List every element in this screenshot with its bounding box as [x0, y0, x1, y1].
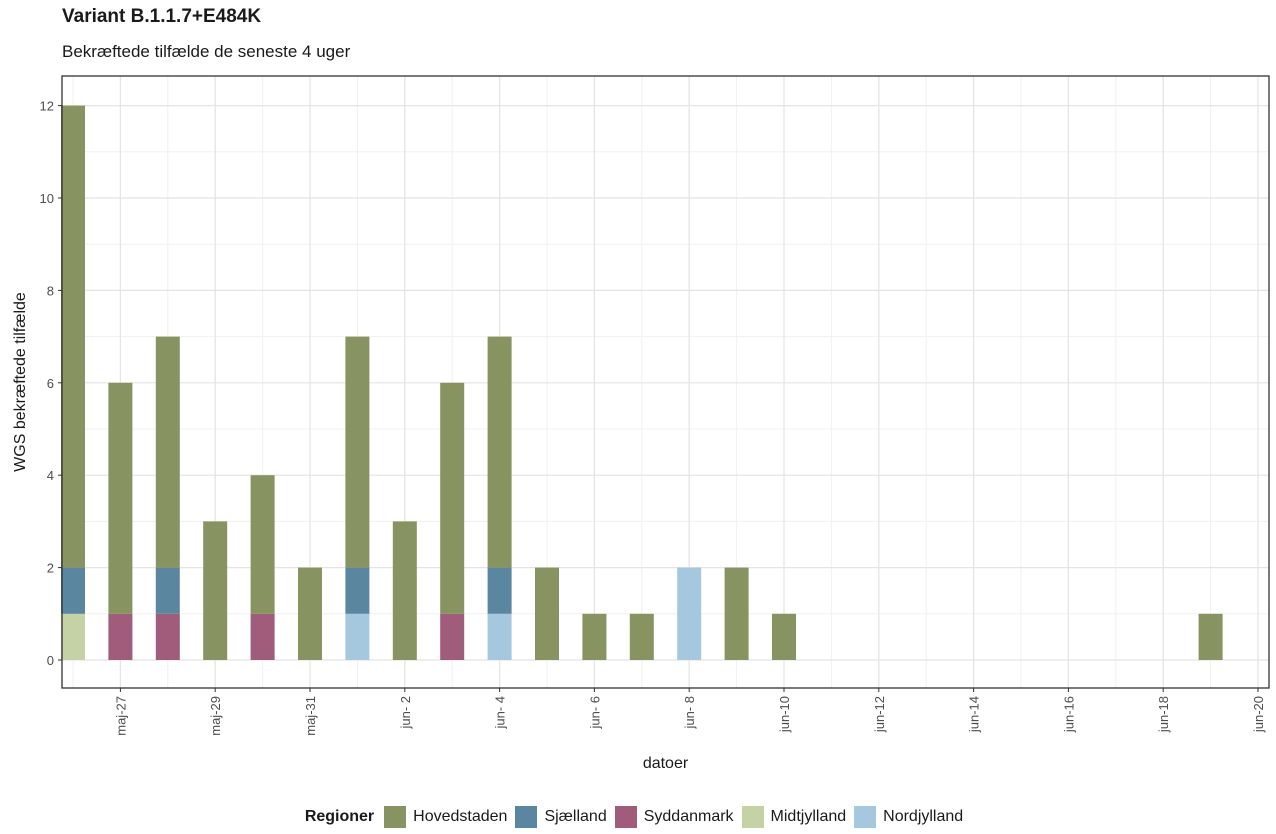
x-tick-label: jun-16 — [1061, 696, 1076, 733]
bar-segment-hovedstaden — [629, 613, 654, 660]
bar-segment-sjælland — [345, 567, 370, 614]
legend-swatch — [741, 806, 764, 828]
bar-segment-nordjylland — [345, 613, 370, 660]
y-tick-label: 8 — [47, 283, 54, 298]
bar-segment-hovedstaden — [1198, 613, 1223, 660]
bar-segment-hovedstaden — [155, 336, 180, 568]
bar-segment-syddanmark — [108, 613, 133, 660]
bar-segment-syddanmark — [250, 613, 275, 660]
legend-item-hovedstaden: Hovedstaden — [384, 806, 507, 828]
legend-label: Sjælland — [544, 808, 607, 825]
bar-segment-hovedstaden — [250, 475, 275, 614]
bar-segment-hovedstaden — [772, 613, 796, 660]
chart-subtitle: Bekræftede tilfælde de seneste 4 uger — [62, 42, 351, 61]
x-tick-label: jun-20 — [1251, 696, 1266, 733]
x-tick-label: jun-18 — [1156, 696, 1171, 733]
bar-segment-sjælland — [155, 567, 180, 614]
legend-item-sjælland: Sjælland — [515, 806, 607, 828]
bar-segment-hovedstaden — [345, 336, 370, 568]
x-tick-label: jun- 6 — [587, 696, 602, 730]
bar-segment-sjælland — [61, 567, 85, 614]
x-axis-title: datoer — [643, 755, 689, 772]
legend-label: Midtjylland — [770, 808, 847, 825]
bar-segment-nordjylland — [487, 613, 512, 660]
bar-segment-hovedstaden — [108, 382, 133, 614]
x-tick-label: jun- 4 — [493, 696, 508, 730]
x-tick-label: jun- 8 — [682, 696, 697, 730]
legend-swatch — [614, 806, 637, 828]
x-tick-label: jun-10 — [777, 696, 792, 733]
y-tick-label: 4 — [47, 468, 54, 483]
plot-border — [61, 75, 1270, 689]
y-tick-label: 6 — [47, 376, 54, 391]
bar-segment-hovedstaden — [61, 105, 85, 568]
plot-background — [62, 76, 1269, 688]
bar-segment-syddanmark — [155, 613, 180, 660]
legend-item-syddanmark: Syddanmark — [614, 806, 734, 828]
legend-items: Hovedstaden Sjælland Syddanmark Midtjylland… — [384, 806, 971, 828]
bar-segment-midtjylland — [61, 613, 85, 660]
bar-segment-hovedstaden — [392, 521, 417, 660]
x-tick-label: jun- 2 — [398, 696, 413, 730]
y-tick-label: 12 — [40, 99, 54, 114]
legend: Regioner Hovedstaden Sjælland Syddanmark Mi… — [0, 806, 1276, 828]
legend-label: Nordjylland — [883, 808, 964, 825]
bar-segment-sjælland — [487, 567, 512, 614]
bar-segment-hovedstaden — [535, 567, 559, 660]
y-tick-label: 2 — [47, 561, 54, 576]
legend-swatch — [515, 806, 538, 828]
chart-title: Variant B.1.1.7+E484K — [62, 6, 262, 27]
y-tick-label: 10 — [40, 191, 54, 206]
bar-segment-hovedstaden — [724, 567, 749, 660]
legend-swatch — [384, 806, 407, 828]
legend-label: Hovedstaden — [413, 808, 508, 825]
bar-segment-syddanmark — [440, 613, 465, 660]
x-tick-label: jun-12 — [872, 696, 887, 733]
bar-segment-hovedstaden — [203, 521, 228, 660]
bar-segment-hovedstaden — [440, 382, 465, 614]
x-tick-label: jun-14 — [967, 696, 982, 733]
stacked-bar-chart: 0 2 4 6 8 10 12 maj-27 maj-29 maj-31 jun- 2 jun- 4 j… — [12, 75, 1270, 772]
x-tick-label: maj-27 — [113, 696, 128, 736]
x-tick-label: maj-31 — [303, 696, 318, 736]
y-axis-title: WGS bekræftede tilfælde — [12, 292, 29, 472]
legend-swatch — [854, 806, 877, 828]
y-tick-label: 0 — [47, 653, 54, 668]
legend-item-midtjylland: Midtjylland — [741, 806, 847, 828]
legend-label: Syddanmark — [643, 808, 734, 825]
bar-segment-hovedstaden — [582, 613, 607, 660]
x-tick-label: maj-29 — [208, 696, 223, 736]
legend-title: Regioner — [304, 808, 375, 825]
bar-segment-hovedstaden — [298, 567, 322, 660]
bar-segment-nordjylland — [677, 567, 702, 660]
legend-item-nordjylland: Nordjylland — [854, 806, 963, 828]
bar-segment-hovedstaden — [487, 336, 512, 568]
